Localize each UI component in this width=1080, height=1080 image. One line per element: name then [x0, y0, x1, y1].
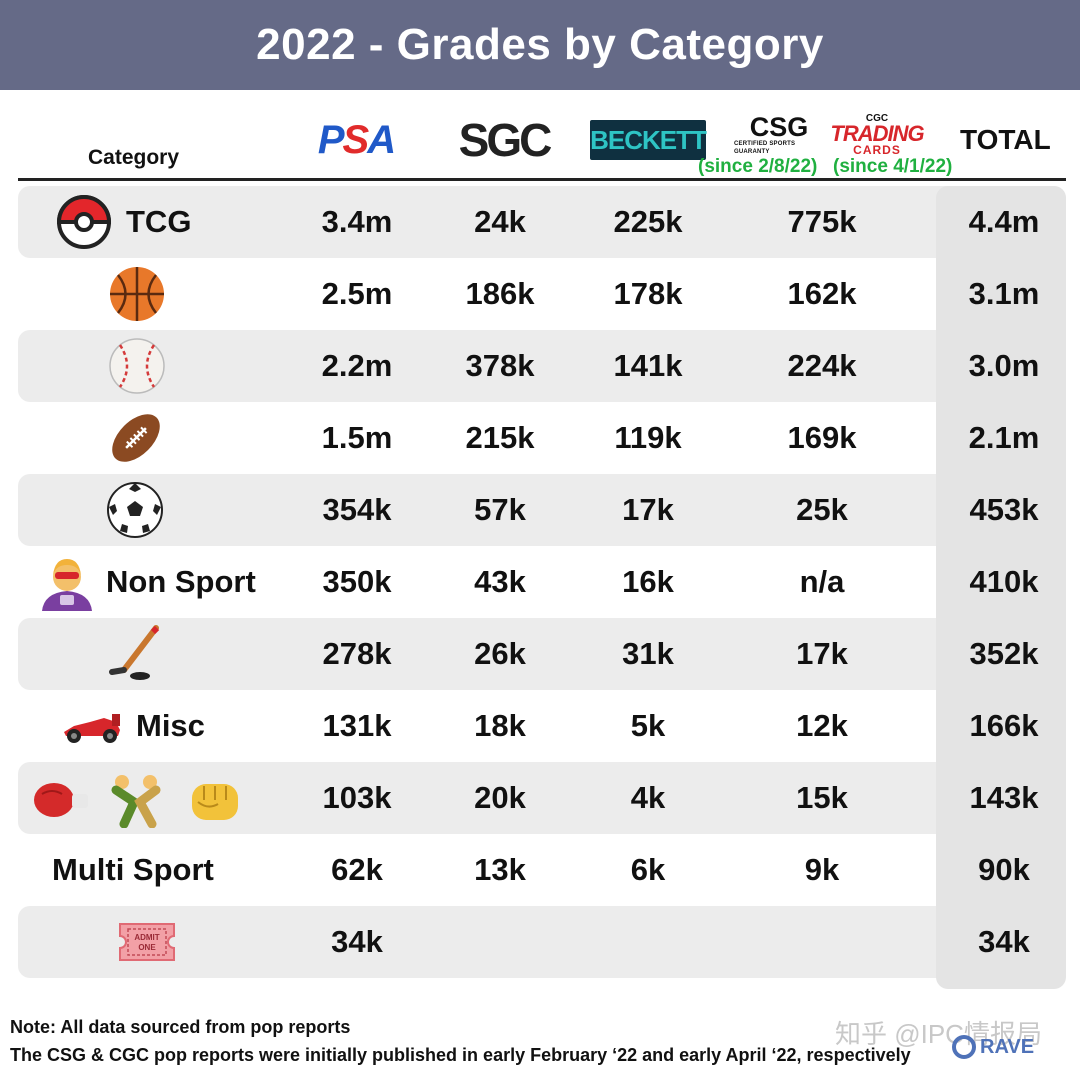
total-column-highlight: [936, 186, 1066, 989]
footnote-publication: The CSG & CGC pop reports were initially…: [10, 1045, 911, 1065]
brand-text: RAVE: [980, 1035, 1035, 1058]
value-cell: 5k: [630, 708, 666, 743]
total-cell: 4.4m: [968, 204, 1040, 239]
race-car-icon: [60, 706, 124, 751]
cgc-since-note: (since 4/1/22): [833, 156, 953, 177]
row-background: [18, 906, 1066, 978]
value-cell: 1.5m: [321, 420, 393, 455]
value-cell: 775k: [787, 204, 857, 239]
value-cell: 2.5m: [321, 276, 393, 311]
value-cell: 162k: [787, 276, 857, 311]
value-cell: 43k: [474, 564, 526, 599]
row-background: [18, 186, 1066, 258]
category-header: Category: [88, 146, 180, 169]
header-divider: [18, 178, 1066, 181]
total-header: TOTAL: [960, 124, 1051, 155]
pokeball-icon: [56, 194, 112, 255]
value-cell: 24k: [474, 204, 526, 239]
value-cell: 215k: [465, 420, 535, 455]
combat-sports-icon: [32, 768, 248, 833]
total-cell: 90k: [978, 852, 1030, 887]
value-cell: 354k: [322, 492, 392, 527]
hockey-icon: [106, 624, 166, 689]
ticket-icon: ADMIT ONE: [116, 920, 178, 969]
total-cell: 34k: [978, 924, 1030, 959]
brand-logo: RAVE: [952, 1032, 1068, 1062]
beckett-logo: BECKETT: [590, 120, 707, 160]
value-cell: 12k: [796, 708, 848, 743]
row-background: [18, 474, 1066, 546]
value-cell: 17k: [622, 492, 674, 527]
basketball-icon: [108, 265, 166, 328]
category-label: Multi Sport: [52, 852, 214, 887]
total-cell: 352k: [969, 636, 1039, 671]
value-cell: 224k: [787, 348, 857, 383]
csg-since-note: (since 2/8/22): [698, 156, 818, 177]
value-cell: 25k: [796, 492, 848, 527]
baseball-icon: [108, 337, 166, 400]
cgc-logo: CGC TRADING CARDS: [828, 112, 926, 156]
total-cell: 3.0m: [968, 348, 1040, 383]
total-cell: 3.1m: [968, 276, 1040, 311]
value-cell: 141k: [613, 348, 683, 383]
value-cell: 186k: [465, 276, 535, 311]
cgc-logo-mid: TRADING: [830, 120, 924, 146]
value-cell: 169k: [787, 420, 857, 455]
total-cell: 166k: [969, 708, 1039, 743]
total-cell: 410k: [969, 564, 1039, 599]
value-cell: 278k: [322, 636, 392, 671]
page-title: 2022 - Grades by Category: [256, 20, 824, 69]
watermark: 知乎 @IPC情报局: [835, 1019, 1042, 1049]
value-cell: 225k: [613, 204, 683, 239]
value-cell: 34k: [331, 924, 383, 959]
value-cell: 6k: [630, 852, 666, 887]
value-cell: 103k: [322, 780, 392, 815]
cgc-logo-top: CGC: [865, 112, 889, 124]
value-cell: 20k: [474, 780, 526, 815]
row-background: [18, 618, 1066, 690]
category-label: Misc: [136, 708, 205, 743]
cgc-logo-bottom: CARDS: [853, 142, 901, 157]
total-cell: 453k: [969, 492, 1039, 527]
sgc-logo: SGC: [458, 114, 553, 166]
value-cell: 3.4m: [321, 204, 393, 239]
svg-text:ADMIT: ADMIT: [134, 933, 159, 942]
value-cell: 378k: [465, 348, 535, 383]
category-label: Non Sport: [106, 564, 256, 599]
total-cell: 2.1m: [968, 420, 1040, 455]
brand-mark-icon: [952, 1035, 976, 1059]
value-cell: 2.2m: [321, 348, 393, 383]
value-cell: 16k: [622, 564, 674, 599]
value-cell: 62k: [331, 852, 383, 887]
row-background: [18, 330, 1066, 402]
value-cell: 350k: [322, 564, 392, 599]
value-cell: 4k: [630, 780, 666, 815]
soccer-ball-icon: [106, 481, 164, 544]
value-cell: 178k: [613, 276, 683, 311]
value-cell: 119k: [614, 420, 682, 455]
csg-logo-subtext: CERTIFIED SPORTS GUARANTY: [734, 141, 796, 155]
value-cell: 9k: [804, 852, 840, 887]
value-cell: n/a: [799, 564, 845, 599]
category-label: TCG: [126, 204, 192, 239]
value-cell: 57k: [474, 492, 526, 527]
csg-logo: CSG CERTIFIED SPORTS GUARANTY: [734, 114, 824, 156]
value-cell: 26k: [474, 636, 526, 671]
value-cell: 131k: [322, 708, 392, 743]
value-cell: 15k: [796, 780, 848, 815]
value-cell: 13k: [474, 852, 526, 887]
footnote-source: Note: All data sourced from pop reports: [10, 1017, 351, 1037]
value-cell: 31k: [622, 636, 674, 671]
svg-text:ONE: ONE: [138, 943, 156, 952]
superhero-icon: [38, 553, 96, 616]
football-icon: [106, 408, 166, 473]
title-bar: 2022 - Grades by Category: [0, 0, 1080, 90]
value-cell: 18k: [474, 708, 526, 743]
total-cell: 143k: [969, 780, 1039, 815]
value-cell: 17k: [796, 636, 848, 671]
csg-logo-text: CSG: [749, 112, 809, 142]
